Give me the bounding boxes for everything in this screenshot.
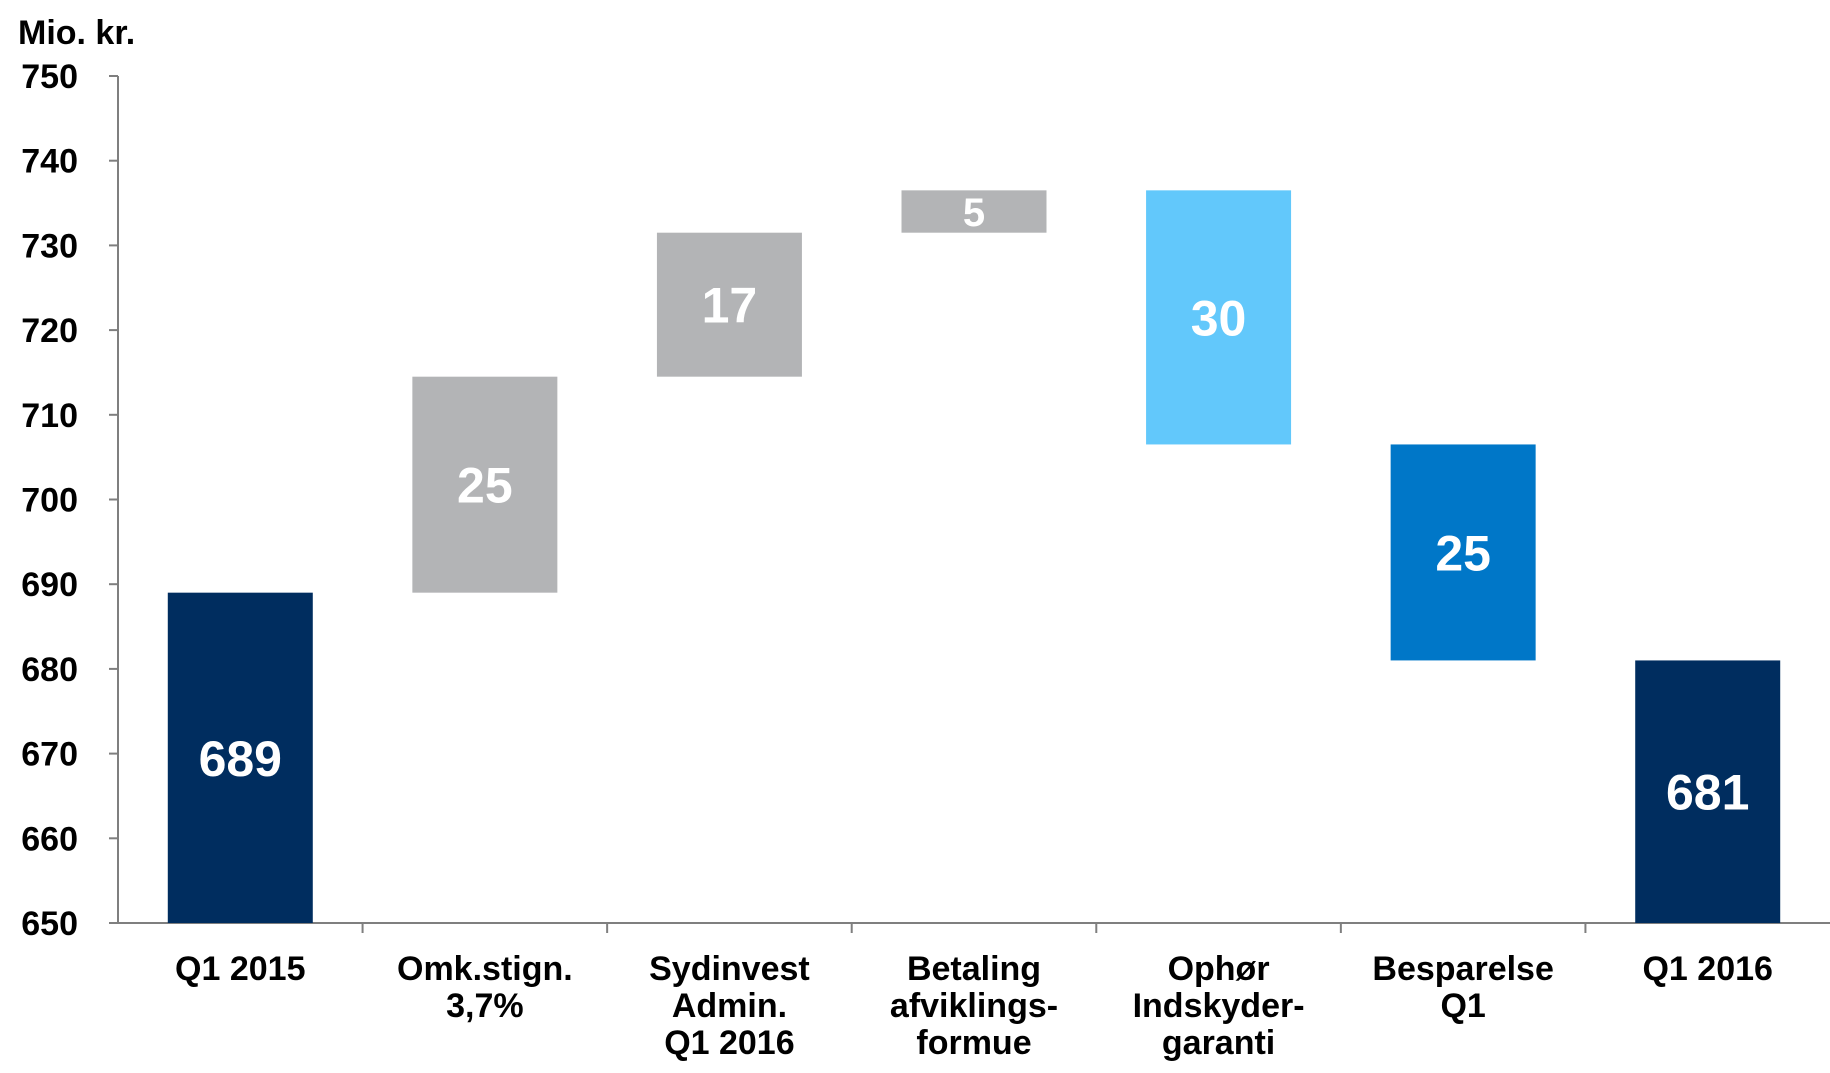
x-category-label-line: Betaling bbox=[907, 950, 1041, 988]
x-category-label-line: Omk.stign. bbox=[397, 950, 573, 988]
y-tick-label: 690 bbox=[21, 566, 78, 604]
y-tick-label: 720 bbox=[21, 312, 78, 350]
bar-value-label: 25 bbox=[457, 458, 513, 514]
x-category-label-line: 3,7% bbox=[446, 987, 524, 1025]
x-category-label: Q1 2016 bbox=[1642, 950, 1772, 988]
y-axis-unit-label: Mio. kr. bbox=[18, 14, 135, 52]
x-category-label: Sydinvest Admin. Q1 2016 bbox=[649, 950, 810, 1062]
bar-value-label: 30 bbox=[1191, 290, 1247, 346]
category-labels: Q1 2015 Omk.stign. 3,7%Sydinvest Admin. Q1 2… bbox=[175, 950, 1773, 1062]
x-category-label-line: Sydinvest bbox=[649, 950, 810, 988]
x-category-label-line: Besparelse bbox=[1372, 950, 1553, 988]
x-category-label-line: Q1 bbox=[1440, 987, 1485, 1025]
axes: 650 660 670 680 690 700 710 720 730 740 750 bbox=[21, 58, 1830, 943]
x-category-label-line: Q1 2015 bbox=[175, 950, 305, 988]
x-category-label: Ophør Indskyder-garanti bbox=[1133, 950, 1305, 1062]
bar-value-label: 681 bbox=[1666, 765, 1749, 821]
x-category-label-line: Admin. bbox=[672, 987, 787, 1025]
x-category-label-line: Q1 2016 bbox=[1642, 950, 1772, 988]
x-category-label-line: Q1 2016 bbox=[664, 1024, 794, 1062]
y-tick-label: 660 bbox=[21, 820, 78, 858]
x-category-label-line: Indskyder- bbox=[1133, 987, 1305, 1025]
y-tick-label: 670 bbox=[21, 736, 78, 774]
bar-value-label: 689 bbox=[199, 731, 282, 787]
bar bbox=[656, 232, 802, 377]
x-category-label-line: garanti bbox=[1162, 1024, 1275, 1062]
bar-value-label: 5 bbox=[963, 191, 985, 235]
x-category-label-line: formue bbox=[916, 1024, 1031, 1062]
x-category-label: Omk.stign. 3,7% bbox=[397, 950, 573, 1025]
bar bbox=[412, 376, 558, 593]
x-category-label: Besparelse Q1 bbox=[1372, 950, 1553, 1025]
x-category-label-line: Ophør bbox=[1168, 950, 1270, 988]
bar-value-label: 17 bbox=[702, 278, 758, 334]
bar bbox=[167, 592, 313, 923]
y-tick-label: 680 bbox=[21, 651, 78, 689]
y-tick-label: 740 bbox=[21, 143, 78, 181]
bar bbox=[1146, 190, 1292, 445]
y-tick-label: 750 bbox=[21, 58, 78, 96]
y-tick-label: 730 bbox=[21, 227, 78, 265]
bar bbox=[1390, 444, 1536, 661]
bar bbox=[1635, 660, 1781, 923]
bar-value-label: 25 bbox=[1435, 525, 1491, 581]
x-category-label: Q1 2015 bbox=[175, 950, 305, 988]
bars: 689 25 17 5 30 25 681 bbox=[167, 190, 1781, 923]
bar bbox=[901, 190, 1047, 233]
y-tick-label: 710 bbox=[21, 397, 78, 435]
y-tick-label: 650 bbox=[21, 905, 78, 943]
y-tick-label: 700 bbox=[21, 482, 78, 520]
x-category-label-line: afviklings- bbox=[890, 987, 1058, 1025]
x-category-label: Betaling afviklings-formue bbox=[890, 950, 1058, 1062]
